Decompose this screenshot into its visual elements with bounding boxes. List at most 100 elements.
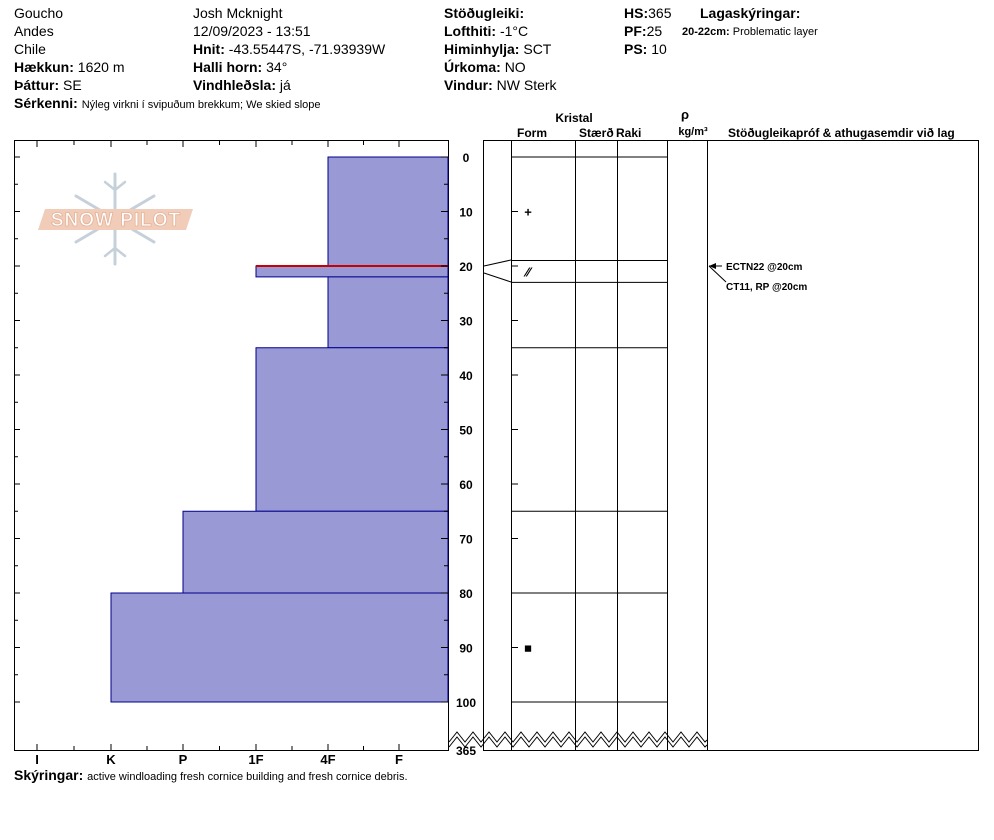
stability-tests-header: Stöðugleikapróf & athugasemdir við lag xyxy=(728,126,955,140)
pf-value: 25 xyxy=(646,23,663,39)
footer-notes: Skýringar: active windloading fresh corn… xyxy=(14,767,408,785)
hardness-layer-3 xyxy=(255,347,449,512)
grain-symbol: ■ xyxy=(524,641,532,656)
slope-value: 34° xyxy=(266,59,288,75)
depth-tick-label: 0 xyxy=(463,151,470,165)
stability-pointer-arrow xyxy=(709,263,716,269)
logo-banner xyxy=(38,209,193,230)
observation-datetime: 12/09/2023 - 13:51 xyxy=(193,23,311,39)
footer-notes-label: Skýringar: xyxy=(14,767,84,783)
grain-connector xyxy=(483,272,512,283)
ps-field: PS: 10 xyxy=(624,41,667,57)
wind-field: Vindur: NW Sterk xyxy=(444,77,557,93)
grain-connector xyxy=(483,259,512,267)
sky-label: Himinhylja: xyxy=(444,41,520,57)
precip-label: Úrkoma: xyxy=(444,59,501,75)
depth-break-bottom xyxy=(448,736,708,748)
air-temp-label: Lofthiti: xyxy=(444,23,497,39)
hardness-label-F: F xyxy=(395,752,403,767)
depth-tick-label: 10 xyxy=(459,206,473,220)
features-field: Sérkenni: Nýleg virkni í svipuðum brekku… xyxy=(14,95,321,113)
layer-note: 20-22cm: Problematic layer xyxy=(682,24,818,40)
depth-tick-label: 50 xyxy=(459,424,473,438)
aspect-label: Þáttur: xyxy=(14,77,60,93)
chart-dynamic-layer: 0 10 20 30 40 50 60 70 80 90 100 365 I K P 1F 4F F + ⁄⁄ ■ ECT… xyxy=(14,140,807,767)
hs-label: HS: xyxy=(624,5,649,21)
slope-label: Halli horn: xyxy=(193,59,263,75)
wind-loading-field: Vindhleðsla: já xyxy=(193,77,291,93)
precip-value: NO xyxy=(504,59,526,75)
hardness-label-P: P xyxy=(179,752,188,767)
logo-text: SNOW PILOT xyxy=(51,210,181,231)
coords-value: -43.55447S, -71.93939W xyxy=(228,41,386,57)
form-header: Form xyxy=(517,126,547,140)
precip-field: Úrkoma: NO xyxy=(444,59,526,75)
sky-field: Himinhylja: SCT xyxy=(444,41,551,57)
stability-pointer-line xyxy=(708,265,727,283)
features-value: Nýleg virkni í svipuðum brekkum; We skie… xyxy=(81,99,321,111)
air-temp-value: -1°C xyxy=(499,23,529,39)
grain-table-frame xyxy=(483,140,979,751)
stability-test-label: CT11, RP @20cm xyxy=(726,282,807,293)
depth-tick-label: 80 xyxy=(459,587,473,601)
stability-label: Stöðugleiki: xyxy=(444,5,525,21)
pf-field: PF:25 xyxy=(624,23,662,39)
wind-loading-value: já xyxy=(279,77,291,93)
hardness-label-1F: 1F xyxy=(248,752,263,767)
grain-symbol: ⁄⁄ xyxy=(523,264,533,279)
layer-note-depth: 20-22cm: xyxy=(682,26,730,38)
moisture-header: Raki xyxy=(616,126,641,140)
hardness-layer-1 xyxy=(255,265,449,278)
observer-name: Josh Mcknight xyxy=(193,5,283,21)
coords-field: Hnit: -43.55447S, -71.93939W xyxy=(193,41,385,57)
elevation-label: Hækkun: xyxy=(14,59,74,75)
hardness-layer-2 xyxy=(327,276,449,349)
ps-label: PS: xyxy=(624,41,648,57)
total-depth-label: 365 xyxy=(456,744,476,758)
slope-field: Halli horn: 34° xyxy=(193,59,287,75)
snow-pilot-logo: SNOW PILOT xyxy=(38,172,193,266)
features-label: Sérkenni: xyxy=(14,95,78,111)
depth-tick-label: 90 xyxy=(459,642,473,656)
layer-notes-label: Lagaskýringar: xyxy=(700,5,801,21)
hardness-layer-5 xyxy=(110,592,449,703)
depth-tick-label: 30 xyxy=(459,315,473,329)
density-header: kg/m³ xyxy=(678,126,708,138)
rho-header: ρ xyxy=(681,107,689,122)
aspect-field: Þáttur: SE xyxy=(14,77,82,93)
location-range: Andes xyxy=(14,23,54,39)
depth-tick-label: 100 xyxy=(456,696,476,710)
hs-field: HS:365 xyxy=(624,5,671,21)
depth-tick-label: 40 xyxy=(459,369,473,383)
wind-label: Vindur: xyxy=(444,77,493,93)
hardness-label-4F: 4F xyxy=(320,752,335,767)
elevation-value: 1620 m xyxy=(77,59,125,75)
depth-tick-label: 70 xyxy=(459,533,473,547)
air-temp-field: Lofthiti: -1°C xyxy=(444,23,528,39)
wind-value: NW Sterk xyxy=(496,77,557,93)
layer-note-text: Problematic layer xyxy=(732,26,818,38)
sky-value: SCT xyxy=(523,41,552,57)
aspect-value: SE xyxy=(63,77,82,93)
depth-tick-label: 20 xyxy=(459,260,473,274)
hardness-label-I: I xyxy=(35,752,39,767)
size-header: Stærð xyxy=(579,126,614,140)
hardness-layer-0 xyxy=(327,156,449,267)
pf-label: PF: xyxy=(624,23,647,39)
coords-label: Hnit: xyxy=(193,41,225,57)
wind-loading-label: Vindhleðsla: xyxy=(193,77,276,93)
location-name: Goucho xyxy=(14,5,64,21)
grain-symbol: + xyxy=(524,205,532,220)
stability-test-label: ECTN22 @20cm xyxy=(726,262,803,273)
footer-notes-value: active windloading fresh cornice buildin… xyxy=(87,771,408,783)
ps-value: 10 xyxy=(651,41,667,57)
hs-value: 365 xyxy=(648,5,672,21)
location-country: Chile xyxy=(14,41,46,57)
depth-break-top xyxy=(448,731,708,743)
hardness-label-K: K xyxy=(106,752,116,767)
hardness-layer-4 xyxy=(182,510,449,594)
kristal-header: Kristal xyxy=(555,111,592,125)
depth-tick-label: 60 xyxy=(459,478,473,492)
elevation-field: Hækkun: 1620 m xyxy=(14,59,125,75)
